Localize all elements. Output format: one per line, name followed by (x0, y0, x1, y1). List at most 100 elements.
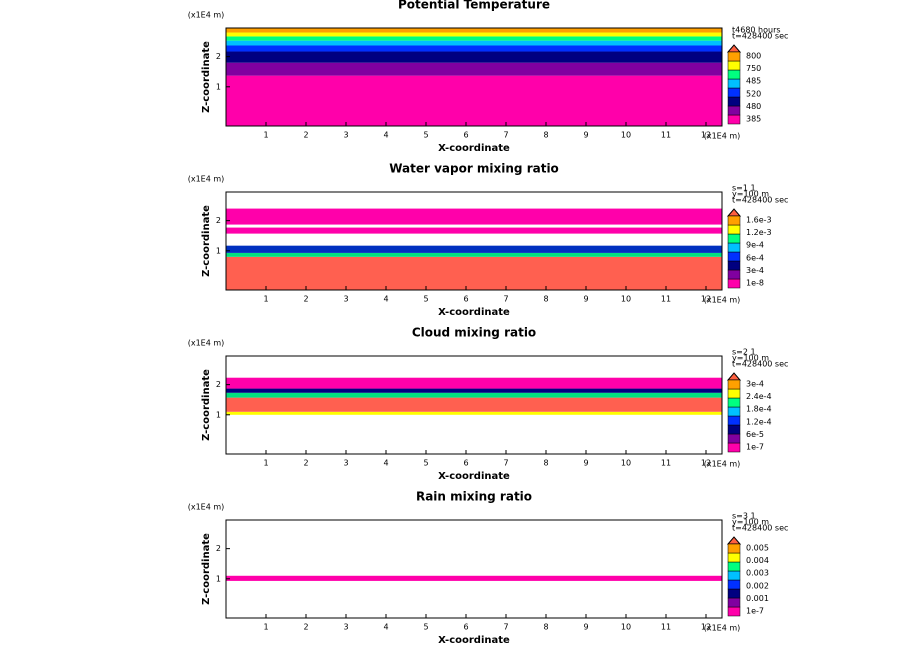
x-tick-label: 2 (303, 459, 308, 468)
x-tick-label: 6 (463, 623, 468, 632)
colorbar-box (727, 105, 741, 116)
colorbar-label: 1e-8 (746, 279, 764, 288)
colorbar-box (727, 278, 741, 289)
colorbar-box (727, 442, 741, 453)
x-tick-label: 8 (543, 295, 548, 304)
x-unit: (x1E4 m) (704, 624, 741, 633)
x-tick-label: 9 (583, 459, 588, 468)
x-tick-label: 4 (383, 131, 388, 140)
colorbar-box (727, 543, 741, 554)
x-tick-label: 3 (343, 459, 348, 468)
y-axis-label: Z-coordinate (201, 205, 212, 277)
x-tick-label: 10 (621, 459, 631, 468)
colorbar-label: 6e-5 (746, 430, 764, 439)
y-tick-label: 1 (216, 410, 221, 419)
colorbar-label: 480 (746, 102, 761, 111)
colorbar-box (727, 87, 741, 98)
info-text: y=100 m (732, 190, 769, 199)
colorbar-label: 9e-4 (746, 241, 764, 250)
z-unit: (x1E4 m) (188, 11, 225, 20)
contour-band (226, 377, 722, 389)
colorbar-box (727, 388, 741, 399)
info-text: y=100 m (732, 354, 769, 363)
colorbar-box (727, 51, 741, 62)
colorbar-box (727, 114, 741, 125)
x-tick-label: 5 (423, 623, 428, 632)
chart-title: Water vapor mixing ratio (389, 162, 559, 176)
y-axis-label: Z-coordinate (201, 369, 212, 441)
x-tick-label: 10 (621, 295, 631, 304)
info-text: t=428400 sec (732, 360, 788, 369)
x-tick-label: 7 (503, 623, 508, 632)
info-text: t=428400 sec (732, 32, 788, 41)
colorbar-label: 3e-4 (746, 266, 764, 275)
colorbar-box (727, 570, 741, 581)
x-tick-label: 3 (343, 295, 348, 304)
contour-band (226, 411, 722, 415)
colorbar-box (727, 561, 741, 572)
info-text: t4680 hours (732, 26, 781, 35)
colorbar-label: 0.002 (746, 581, 769, 590)
plot-frame (225, 519, 723, 619)
info-text: s=2 1 (732, 348, 756, 357)
colorbar-arrow (726, 44, 742, 53)
colorbar-label: 2.4e-4 (746, 392, 772, 401)
colorbar-label: 485 (746, 77, 761, 86)
x-tick-label: 8 (543, 623, 548, 632)
colorbar-label: 1.2e-3 (746, 228, 772, 237)
x-tick-label: 11 (661, 623, 671, 632)
colorbar-label: 1.8e-4 (746, 405, 772, 414)
y-tick-label: 2 (216, 216, 221, 225)
chart-title: Potential Temperature (398, 0, 550, 12)
colorbar-label: 1.2e-4 (746, 417, 772, 426)
x-tick-label: 2 (303, 295, 308, 304)
x-unit: (x1E4 m) (704, 460, 741, 469)
x-tick-label: 1 (263, 295, 268, 304)
x-tick-label: 9 (583, 131, 588, 140)
colorbar-label: 1.6e-3 (746, 216, 772, 225)
contour-band (226, 256, 722, 290)
colorbar-box (727, 224, 741, 235)
colorbar-box (727, 424, 741, 435)
x-tick-label: 2 (303, 623, 308, 632)
x-tick-label: 5 (423, 131, 428, 140)
y-tick-label: 1 (216, 574, 221, 583)
contour-band (226, 392, 722, 398)
colorbar-label: 385 (746, 115, 761, 124)
x-unit: (x1E4 m) (704, 132, 741, 141)
colorbar-label: 0.003 (746, 569, 769, 578)
colorbar-box (727, 260, 741, 271)
x-tick-label: 11 (661, 295, 671, 304)
colorbar-box (727, 415, 741, 426)
colorbar-label: 1e-7 (746, 607, 764, 616)
y-axis-label: Z-coordinate (201, 41, 212, 113)
plot-frame (225, 27, 723, 127)
colorbar-arrow (726, 208, 742, 217)
x-tick-label: 4 (383, 459, 388, 468)
colorbar-box (727, 433, 741, 444)
x-tick-label: 7 (503, 131, 508, 140)
plot-frame (225, 191, 723, 291)
colorbar-box (727, 269, 741, 280)
x-tick-label: 1 (263, 131, 268, 140)
colorbar-box (727, 552, 741, 563)
x-axis-label: X-coordinate (438, 143, 510, 154)
colorbar-box (727, 606, 741, 617)
contour-band (226, 51, 722, 63)
x-tick-label: 6 (463, 459, 468, 468)
colorbar-label: 1e-7 (746, 443, 764, 452)
y-tick-label: 1 (216, 82, 221, 91)
colorbar-label: 0.005 (746, 544, 769, 553)
colorbar-box (727, 233, 741, 244)
y-axis-label: Z-coordinate (201, 533, 212, 605)
contour-band (226, 388, 722, 393)
colorbar-label: 520 (746, 89, 761, 98)
y-tick-label: 2 (216, 380, 221, 389)
colorbar-label: 0.004 (746, 556, 769, 565)
x-tick-label: 9 (583, 623, 588, 632)
y-tick-label: 2 (216, 52, 221, 61)
x-tick-label: 2 (303, 131, 308, 140)
x-tick-label: 4 (383, 623, 388, 632)
x-tick-label: 6 (463, 131, 468, 140)
